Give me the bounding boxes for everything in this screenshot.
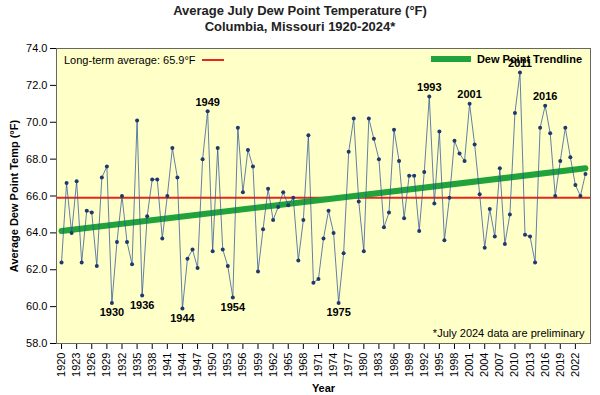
svg-text:1992: 1992 [418, 353, 430, 377]
svg-text:1920: 1920 [55, 353, 67, 377]
svg-text:1998: 1998 [448, 353, 460, 377]
svg-text:*July 2024 data are preliminar: *July 2024 data are preliminary [433, 327, 585, 339]
svg-text:1993: 1993 [417, 81, 441, 93]
svg-text:2019: 2019 [554, 353, 566, 377]
svg-text:1977: 1977 [342, 353, 354, 377]
svg-text:1956: 1956 [236, 353, 248, 377]
svg-text:1932: 1932 [116, 353, 128, 377]
svg-text:1995: 1995 [433, 353, 445, 377]
svg-text:2010: 2010 [508, 353, 520, 377]
svg-text:1971: 1971 [312, 353, 324, 377]
svg-text:1983: 1983 [372, 353, 384, 377]
svg-text:72.0: 72.0 [26, 79, 47, 91]
svg-text:60.0: 60.0 [26, 300, 47, 312]
svg-text:1980: 1980 [357, 353, 369, 377]
svg-text:62.0: 62.0 [26, 263, 47, 275]
svg-text:1950: 1950 [206, 353, 218, 377]
svg-text:2022: 2022 [569, 353, 581, 377]
svg-text:1944: 1944 [170, 312, 195, 324]
svg-text:1968: 1968 [297, 353, 309, 377]
svg-text:2016: 2016 [533, 90, 557, 102]
svg-text:58.0: 58.0 [26, 337, 47, 349]
svg-text:1954: 1954 [221, 301, 246, 313]
svg-text:1974: 1974 [327, 353, 339, 377]
html-text:Columbia, Missouri 1920-2024*: Columbia, Missouri 1920-2024* [204, 19, 396, 34]
svg-text:1941: 1941 [161, 353, 173, 377]
svg-text:1930: 1930 [100, 306, 124, 318]
svg-text:1936: 1936 [130, 299, 154, 311]
svg-text:70.0: 70.0 [26, 116, 47, 128]
svg-text:1923: 1923 [70, 353, 82, 377]
html-text:Average July Dew Point Tempera: Average July Dew Point Temperature (°F) [173, 3, 427, 18]
svg-text:1938: 1938 [146, 353, 158, 377]
svg-text:66.0: 66.0 [26, 190, 47, 202]
svg-text:1947: 1947 [191, 353, 203, 377]
svg-text:1986: 1986 [388, 353, 400, 377]
svg-text:2001: 2001 [463, 353, 475, 377]
svg-text:2016: 2016 [539, 353, 551, 377]
svg-text:68.0: 68.0 [26, 153, 47, 165]
svg-text:2004: 2004 [478, 353, 490, 377]
svg-text:2013: 2013 [524, 353, 536, 377]
html-text:Dew Point Trendline: Dew Point Trendline [476, 53, 582, 65]
svg-text:1949: 1949 [195, 96, 219, 108]
svg-text:1953: 1953 [221, 353, 233, 377]
svg-text:2001: 2001 [457, 88, 481, 100]
svg-text:64.0: 64.0 [26, 226, 47, 238]
svg-text:1935: 1935 [131, 353, 143, 377]
svg-text:1965: 1965 [282, 353, 294, 377]
svg-text:2007: 2007 [493, 353, 505, 377]
svg-text:1926: 1926 [85, 353, 97, 377]
svg-text:Average Dew Point Temp (°F): Average Dew Point Temp (°F) [8, 120, 20, 273]
svg-text:1975: 1975 [326, 306, 350, 318]
html-text:Long-term average: 65.9°F: Long-term average: 65.9°F [64, 54, 196, 66]
svg-text:1959: 1959 [252, 353, 264, 377]
svg-text:74.0: 74.0 [26, 42, 47, 54]
svg-text:1944: 1944 [176, 353, 188, 377]
svg-text:1962: 1962 [267, 353, 279, 377]
svg-text:1929: 1929 [100, 353, 112, 377]
svg-text:1989: 1989 [403, 353, 415, 377]
svg-text:Year: Year [312, 382, 336, 394]
